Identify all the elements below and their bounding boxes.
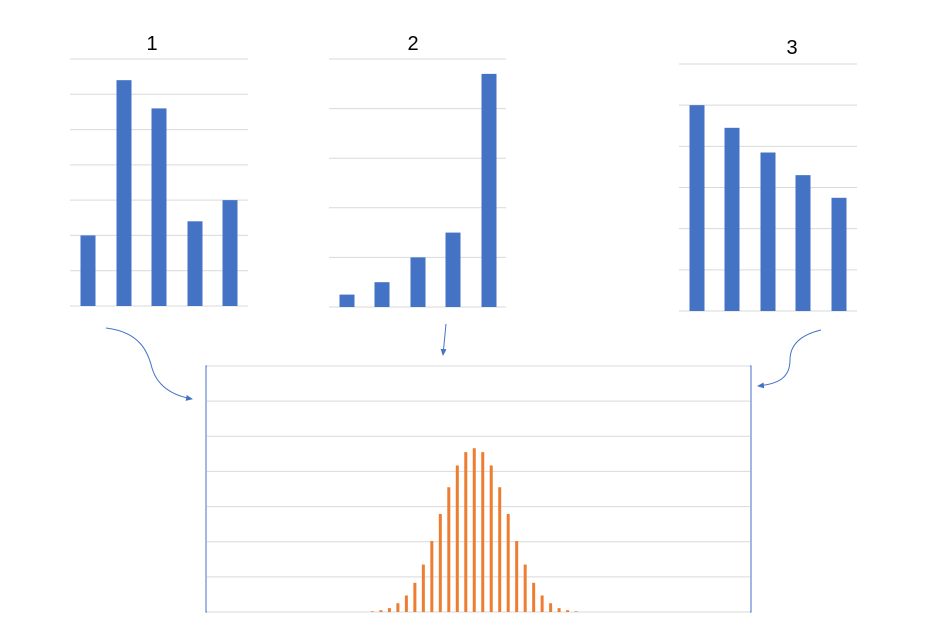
combined-chart-gridlines <box>207 365 750 613</box>
bar <box>410 257 426 307</box>
arrow-chart-2-to-combined <box>440 323 447 356</box>
combined-chart-bars <box>370 448 578 612</box>
bar <box>222 200 238 306</box>
chart-2: 2 <box>329 33 506 308</box>
bar <box>498 487 502 612</box>
bar <box>413 582 417 612</box>
bar <box>532 582 536 612</box>
bar <box>831 197 847 311</box>
bar <box>724 127 740 311</box>
bar <box>447 487 451 612</box>
bar <box>557 608 561 612</box>
bar <box>515 541 519 612</box>
bar <box>455 465 459 612</box>
bar <box>566 610 570 612</box>
bar <box>689 105 705 312</box>
chart-2-bars <box>339 73 497 307</box>
flow-arrows <box>105 323 822 401</box>
bar <box>151 108 167 307</box>
bar <box>523 564 527 612</box>
bar <box>379 610 383 612</box>
bar <box>374 282 390 307</box>
chart-3: 3 <box>679 37 857 312</box>
bar <box>489 465 493 612</box>
chart-3-bars <box>689 105 847 312</box>
bar <box>506 513 510 612</box>
chart-2-title: 2 <box>407 33 418 55</box>
bar <box>481 73 497 307</box>
bar <box>396 603 400 612</box>
bar <box>574 611 578 612</box>
combined-chart-frame <box>205 365 752 613</box>
chart-1-bars <box>80 80 238 307</box>
bar <box>795 175 811 311</box>
bar <box>404 595 408 612</box>
bar <box>549 603 553 612</box>
bar <box>80 235 96 306</box>
bar <box>760 152 776 311</box>
bar <box>438 513 442 612</box>
chart-1: 1 <box>70 33 248 307</box>
arrow-chart-1-to-combined <box>105 327 193 401</box>
bar <box>481 452 485 612</box>
chart-3-title: 3 <box>786 37 797 59</box>
bar <box>370 611 374 612</box>
chart-1-title: 1 <box>146 33 157 55</box>
bar <box>187 221 203 306</box>
bar <box>464 452 468 612</box>
bar <box>445 232 461 307</box>
bar <box>430 541 434 612</box>
bar <box>387 608 391 612</box>
bar <box>472 448 476 612</box>
arrow-chart-3-to-combined <box>757 329 822 389</box>
bar <box>540 595 544 612</box>
bar <box>421 564 425 612</box>
bar <box>339 294 355 307</box>
combined-distribution-chart <box>205 365 752 613</box>
bar <box>116 80 132 307</box>
